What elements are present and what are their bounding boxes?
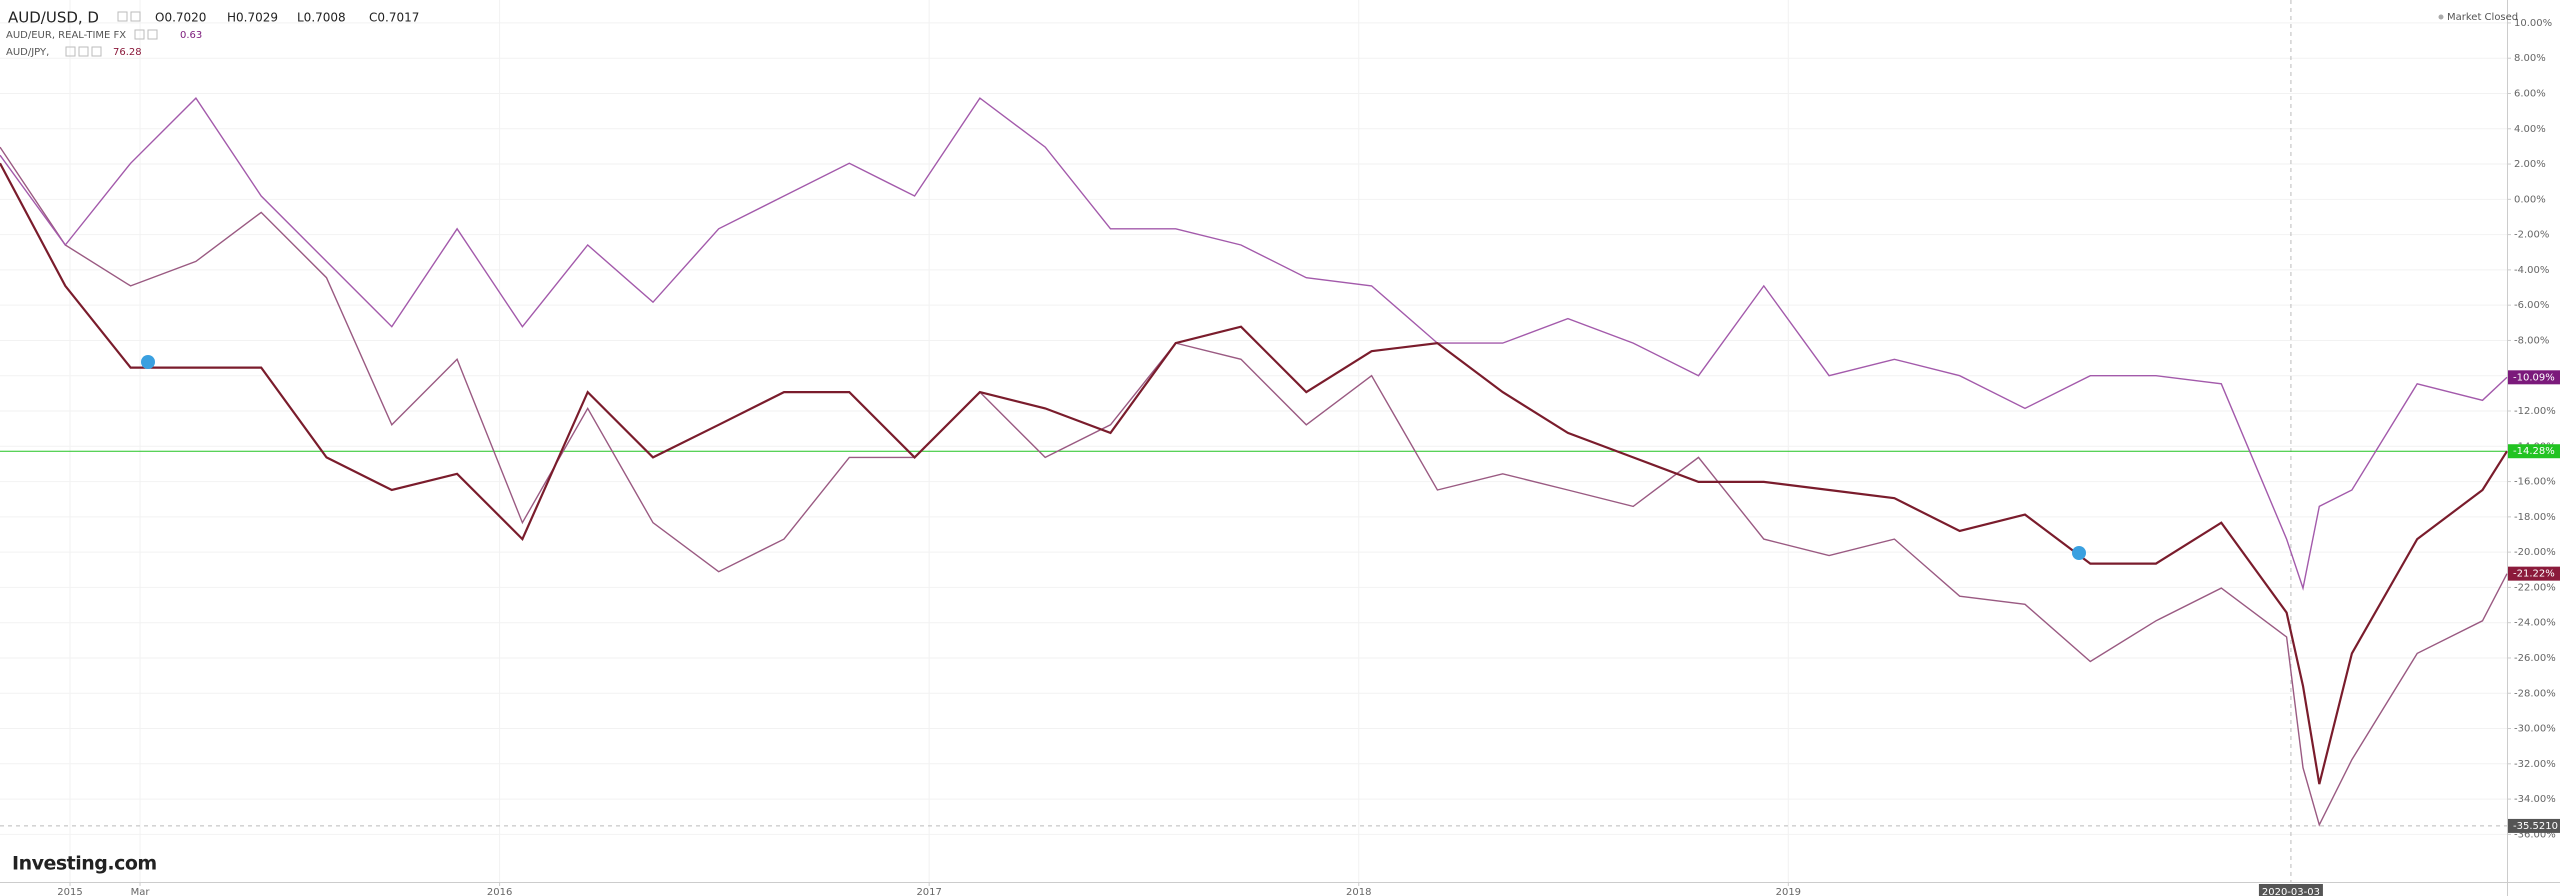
- y-tick-label: -30.00%: [2514, 724, 2556, 735]
- x-tick-label: Mar: [131, 887, 151, 896]
- icon: [130, 11, 141, 22]
- y-tick-label: 0.00%: [2514, 194, 2546, 205]
- x-tick-label: 2017: [916, 887, 941, 896]
- crosshair-x-label: 2020-03-03: [2262, 887, 2320, 896]
- last-value-box: [2508, 566, 2560, 581]
- icon: [65, 46, 76, 57]
- crosshair-y-label: -35.5210: [2513, 821, 2558, 832]
- series-line: [0, 146, 2508, 827]
- icon: [147, 29, 158, 40]
- ohlc-low: L0.7008: [297, 11, 346, 25]
- y-tick-label: -28.00%: [2514, 688, 2556, 699]
- last-value-label: -14.28%: [2513, 446, 2555, 457]
- icon: [134, 29, 145, 40]
- y-tick-label: 10.00%: [2514, 18, 2552, 29]
- event-marker[interactable]: [2072, 546, 2086, 560]
- y-tick-label: -34.00%: [2514, 794, 2556, 805]
- icon: [78, 46, 89, 57]
- y-tick-label: -18.00%: [2514, 512, 2556, 523]
- grid: [0, 0, 2507, 882]
- y-tick-label: -4.00%: [2514, 265, 2549, 276]
- y-tick-label: -12.00%: [2514, 406, 2556, 417]
- y-tick-label: -20.00%: [2514, 547, 2556, 558]
- series-name: AUD/JPY,: [6, 47, 49, 58]
- y-tick-label: 6.00%: [2514, 88, 2546, 99]
- y-tick-label: -8.00%: [2514, 335, 2549, 346]
- last-value-box: [2508, 444, 2560, 459]
- last-value-box: [2508, 370, 2560, 385]
- event-marker[interactable]: [141, 355, 155, 369]
- last-value-label: -21.22%: [2513, 569, 2555, 580]
- series-line: [0, 162, 2508, 785]
- y-tick-label: -24.00%: [2514, 618, 2556, 629]
- y-tick-label: -36.00%: [2514, 829, 2556, 840]
- watermark: Investing.com: [12, 853, 157, 875]
- last-value-label: -10.09%: [2513, 372, 2555, 383]
- plot: [0, 0, 2508, 882]
- ohlc-open: O0.7020: [155, 11, 206, 25]
- market-status: Market Closed: [2447, 12, 2518, 23]
- crosshair-y-box: [2508, 818, 2560, 833]
- series-quote: 0.63: [180, 30, 202, 41]
- icon: [117, 11, 128, 22]
- status-dot: [2438, 14, 2444, 20]
- y-tick-label: -16.00%: [2514, 477, 2556, 488]
- icon: [91, 46, 102, 57]
- series-name: AUD/EUR, REAL-TIME FX: [6, 30, 126, 41]
- y-tick-label: -22.00%: [2514, 582, 2556, 593]
- y-tick-label: 4.00%: [2514, 124, 2546, 135]
- x-tick-label: 2019: [1776, 887, 1801, 896]
- x-tick-label: 2018: [1346, 887, 1371, 896]
- x-tick-label: 2015: [57, 887, 82, 896]
- ohlc-high: H0.7029: [227, 11, 278, 25]
- series-name: AUD/USD, D: [8, 9, 99, 27]
- y-tick-label: -2.00%: [2514, 230, 2549, 241]
- x-tick-label: 2016: [487, 887, 512, 896]
- ohlc-close: C0.7017: [369, 11, 419, 25]
- axis-labels: 10.00% 8.00% 6.00% 4.00% 2.00% 0.00% -2.00% -4.…: [57, 18, 2560, 896]
- y-tick-label: 8.00%: [2514, 53, 2546, 64]
- y-tick-label: 2.00%: [2514, 159, 2546, 170]
- y-tick-label: -32.00%: [2514, 759, 2556, 770]
- crosshair-x-box: [2258, 884, 2323, 896]
- series-quote: 76.28: [113, 47, 142, 58]
- y-tick-label: -6.00%: [2514, 300, 2549, 311]
- series-line: [0, 97, 2508, 591]
- y-tick-label: -26.00%: [2514, 653, 2556, 664]
